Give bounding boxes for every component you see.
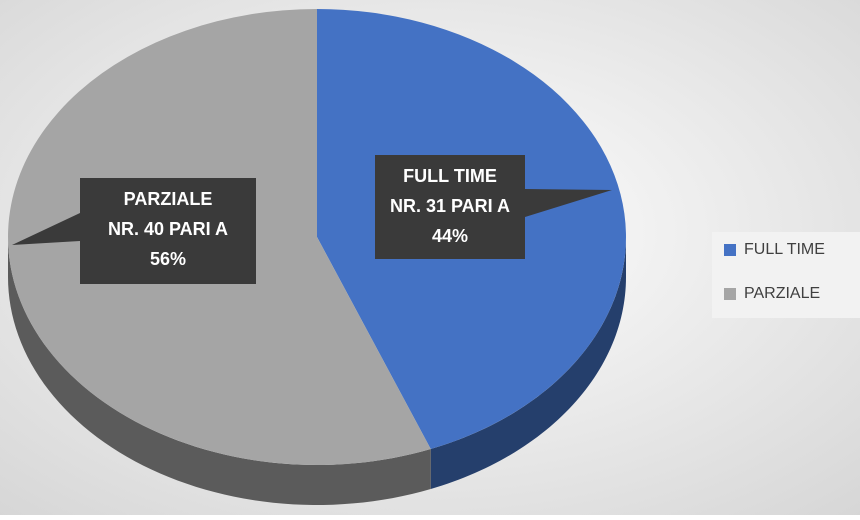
legend-swatch <box>724 244 736 256</box>
callout-pointer <box>12 213 80 245</box>
data-label: 56% <box>150 249 186 269</box>
slice-side <box>8 237 431 505</box>
callout-pointer <box>525 189 612 217</box>
slice-side <box>430 237 626 489</box>
data-label: 44% <box>432 226 468 246</box>
legend-swatch <box>724 288 736 300</box>
legend-label: FULL TIME <box>744 241 825 258</box>
data-label: NR. 31 PARI A <box>390 196 510 216</box>
legend-label: PARZIALE <box>744 285 820 302</box>
callout-box <box>80 178 256 284</box>
data-label: PARZIALE <box>124 189 213 209</box>
legend-box <box>712 232 860 318</box>
callout-box <box>375 155 525 259</box>
data-label: NR. 40 PARI A <box>108 219 228 239</box>
data-label: FULL TIME <box>403 166 497 186</box>
